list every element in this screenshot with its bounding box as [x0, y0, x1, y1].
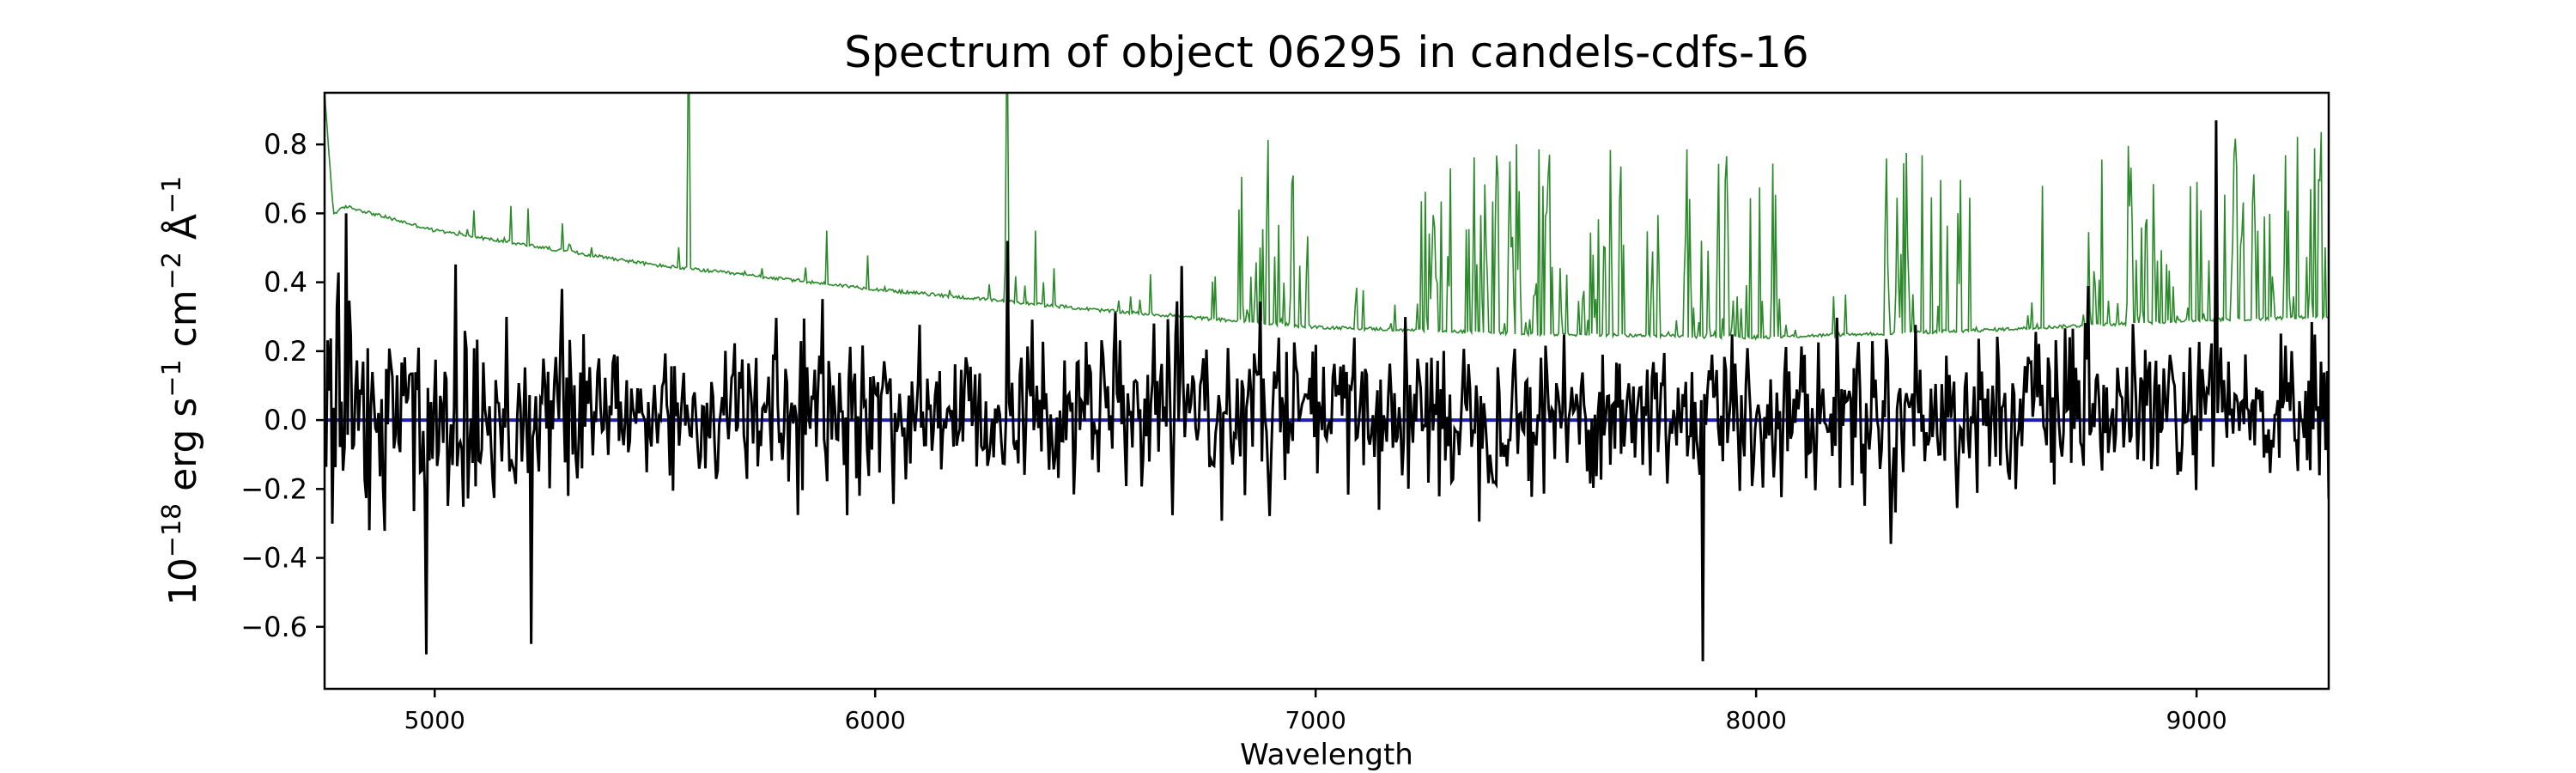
- x-tick-label: 5000: [404, 706, 465, 734]
- y-label-unit: Å: [160, 214, 205, 252]
- y-label-exp: −1: [157, 176, 187, 214]
- x-axis-label: Wavelength: [1240, 738, 1413, 772]
- y-tick-label: −0.2: [240, 472, 307, 505]
- y-axis: −0.6 −0.4 −0.2 0.0 0.2 0.4 0.6 0.8: [240, 128, 325, 643]
- y-label-exp: −1: [157, 359, 187, 397]
- chart-title: Spectrum of object 06295 in candels-cdfs…: [844, 27, 1809, 77]
- y-tick-label: 0.0: [264, 404, 307, 436]
- y-label-exp: −2: [157, 252, 187, 289]
- x-tick-label: 6000: [845, 706, 906, 734]
- y-label-base: 10: [161, 557, 205, 606]
- y-tick-label: 0.6: [264, 197, 307, 229]
- y-label-exp: −18: [157, 503, 187, 557]
- y-tick-label: −0.6: [240, 611, 307, 643]
- y-tick-label: −0.4: [240, 542, 307, 575]
- x-tick-label: 8000: [1726, 706, 1787, 734]
- flux-spectrum-line: [325, 120, 2329, 661]
- plot-frame: [323, 91, 2330, 691]
- x-axis: 5000 6000 7000 8000 9000: [404, 689, 2227, 734]
- y-label-unit: cm: [161, 289, 205, 359]
- x-tick-label: 7000: [1285, 706, 1346, 734]
- y-tick-label: 0.2: [264, 335, 307, 368]
- y-axis-label: 10−18 erg s−1 cm−2 Å−1: [157, 176, 205, 606]
- y-label-unit: erg s: [161, 398, 205, 503]
- plot-area: [323, 91, 2330, 691]
- y-tick-label: 0.4: [264, 266, 307, 299]
- x-tick-label: 9000: [2166, 706, 2227, 734]
- y-tick-label: 0.8: [264, 128, 307, 161]
- error-spectrum-line: [325, 93, 2329, 341]
